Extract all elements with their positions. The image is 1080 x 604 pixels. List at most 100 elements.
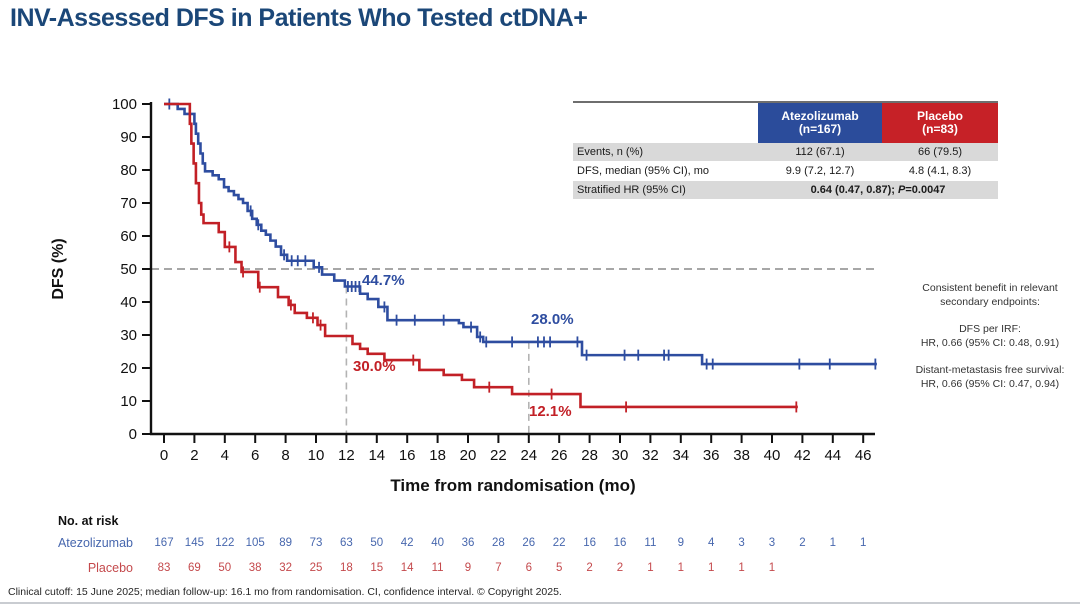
risk-count-atezolizumab-32mo: 11 — [644, 537, 657, 549]
distant-metastasis-value: HR, 0.66 (95% CI: 0.47, 0.94) — [920, 377, 1060, 390]
risk-count-placebo-20mo: 9 — [464, 562, 472, 574]
atezolizumab-km-curve — [164, 102, 877, 366]
median-dfs-row-label: DFS, median (95% CI), mo — [577, 165, 710, 177]
rate-label-12mo-placebo: 30.0% — [353, 358, 396, 375]
risk-count-placebo-32mo: 1 — [647, 562, 654, 574]
p-value: =0.0047 — [905, 184, 946, 196]
stats-header-spacer — [573, 103, 758, 143]
risk-count-atezolizumab-4mo: 122 — [215, 537, 235, 549]
median-dfs-atezolizumab-value: 9.9 (7.2, 12.7) — [785, 165, 855, 177]
stats-row-events: Events, n (%) 112 (67.1) 66 (79.5) — [573, 143, 998, 161]
risk-count-placebo-22mo: 7 — [495, 562, 502, 574]
hr-value-prefix: 0.64 (0.47, 0.87); — [810, 184, 899, 196]
risk-count-atezolizumab-40mo: 3 — [768, 537, 776, 549]
risk-count-atezolizumab-6mo: 105 — [245, 537, 265, 549]
stats-row-hazard-ratio: Stratified HR (95% CI) 0.64 (0.47, 0.87)… — [573, 181, 998, 199]
events-atezolizumab-value: 112 (67.1) — [795, 146, 845, 158]
risk-count-atezolizumab-46mo: 1 — [859, 537, 867, 549]
y-tick-label: 80 — [120, 162, 137, 179]
x-tick-label: 0 — [160, 447, 168, 464]
dfs-per-irf-title: DFS per IRF: — [959, 323, 1021, 335]
page-title: INV-Assessed DFS in Patients Who Tested … — [10, 4, 588, 32]
stats-header-placebo: Placebo (n=83) — [882, 103, 998, 143]
risk-count-atezolizumab-0mo: 167 — [154, 537, 174, 549]
stats-row-divider — [573, 180, 998, 181]
x-tick-label: 38 — [733, 447, 750, 464]
y-tick-label: 10 — [120, 393, 137, 410]
dfs-per-irf-value: HR, 0.66 (95% CI: 0.48, 0.91) — [920, 336, 1060, 349]
y-tick-label: 40 — [120, 294, 137, 311]
atezolizumab-arm-n: (n=167) — [798, 122, 842, 136]
x-tick-label: 12 — [338, 447, 355, 464]
x-tick-label: 34 — [672, 447, 689, 464]
rate-label-24mo-placebo: 12.1% — [529, 403, 572, 420]
bottom-divider — [0, 602, 1080, 604]
x-axis-title: Time from randomisation (mo) — [390, 476, 636, 495]
risk-count-placebo-28mo: 2 — [586, 562, 593, 574]
placebo-arm-n: (n=83) — [922, 122, 958, 136]
x-tick-label: 26 — [551, 447, 568, 464]
risk-count-placebo-36mo: 1 — [707, 562, 715, 574]
secondary-endpoints-note: Consistent benefit in relevant secondary… — [900, 282, 1080, 405]
risk-count-atezolizumab-44mo: 1 — [829, 537, 836, 549]
distant-metastasis-note: Distant-metastasis free survival: HR, 0.… — [900, 364, 1080, 391]
risk-count-placebo-12mo: 18 — [339, 562, 353, 574]
risk-count-atezolizumab-2mo: 145 — [184, 537, 204, 549]
stats-table: Atezolizumab (n=167) Placebo (n=83) Even… — [573, 101, 998, 199]
risk-count-placebo-6mo: 38 — [248, 562, 262, 574]
risk-count-placebo-38mo: 1 — [738, 562, 745, 574]
x-tick-label: 32 — [642, 447, 659, 464]
x-tick-label: 6 — [251, 447, 259, 464]
y-tick-label: 30 — [120, 327, 137, 344]
p-symbol: P — [898, 184, 906, 196]
x-tick-label: 40 — [764, 447, 781, 464]
x-tick-label: 42 — [794, 447, 811, 464]
x-tick-label: 30 — [612, 447, 629, 464]
x-tick-label: 36 — [703, 447, 720, 464]
y-tick-label: 70 — [120, 195, 137, 212]
x-tick-label: 16 — [399, 447, 416, 464]
hazard-ratio-value: 0.64 (0.47, 0.87); P=0.0047 — [758, 184, 998, 196]
rate-label-24mo-atezolizumab: 28.0% — [531, 311, 574, 328]
x-tick-label: 8 — [281, 447, 289, 464]
atezolizumab-arm-name: Atezolizumab — [781, 109, 859, 123]
y-tick-label: 20 — [120, 360, 137, 377]
x-tick-label: 18 — [429, 447, 446, 464]
secondary-endpoints-intro: Consistent benefit in relevant secondary… — [922, 282, 1058, 308]
risk-count-placebo-30mo: 2 — [616, 562, 624, 574]
risk-count-placebo-8mo: 32 — [279, 562, 292, 574]
x-tick-label: 44 — [824, 447, 841, 464]
risk-count-placebo-4mo: 50 — [218, 562, 232, 574]
x-tick-label: 2 — [190, 447, 198, 464]
y-tick-label: 50 — [120, 261, 137, 278]
risk-count-atezolizumab-30mo: 16 — [613, 537, 627, 549]
risk-row-label-placebo: Placebo — [87, 561, 133, 575]
x-tick-label: 24 — [520, 447, 537, 464]
rate-label-12mo-atezolizumab: 44.7% — [362, 272, 405, 289]
risk-count-atezolizumab-38mo: 3 — [738, 537, 745, 549]
risk-count-placebo-14mo: 15 — [370, 562, 384, 574]
y-tick-label: 0 — [129, 426, 137, 443]
x-tick-label: 28 — [581, 447, 598, 464]
risk-count-atezolizumab-34mo: 9 — [677, 537, 684, 549]
x-tick-label: 46 — [855, 447, 872, 464]
risk-count-placebo-10mo: 25 — [309, 562, 323, 574]
stats-row-divider — [573, 161, 998, 162]
risk-count-atezolizumab-16mo: 42 — [400, 537, 414, 549]
x-tick-label: 22 — [490, 447, 507, 464]
risk-count-atezolizumab-42mo: 2 — [799, 537, 806, 549]
events-row-label: Events, n (%) — [573, 146, 758, 158]
risk-count-atezolizumab-22mo: 28 — [491, 537, 505, 549]
y-axis-title: DFS (%) — [50, 238, 67, 300]
dfs-per-irf-note: DFS per IRF: HR, 0.66 (95% CI: 0.48, 0.9… — [900, 323, 1080, 350]
y-tick-label: 60 — [120, 228, 137, 245]
x-tick-label: 10 — [308, 447, 325, 464]
hazard-ratio-row-label: Stratified HR (95% CI) — [573, 184, 758, 196]
risk-count-placebo-40mo: 1 — [768, 562, 776, 574]
number-at-risk-title: No. at risk — [58, 514, 119, 528]
stats-row-median-dfs: DFS, median (95% CI), mo 9.9 (7.2, 12.7)… — [573, 162, 998, 180]
risk-count-atezolizumab-18mo: 40 — [431, 537, 444, 549]
y-tick-label: 100 — [112, 96, 137, 113]
risk-count-atezolizumab-24mo: 26 — [522, 537, 536, 549]
